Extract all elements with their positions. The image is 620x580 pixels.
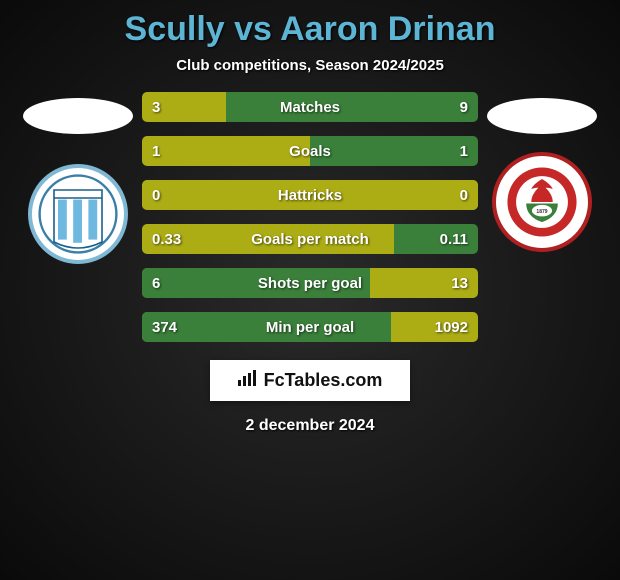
comparison-subtitle: Club competitions, Season 2024/2025 [176, 57, 444, 74]
stat-bar: 1 Goals 1 [142, 136, 478, 166]
stat-label: Min per goal [142, 319, 478, 336]
player-photo-placeholder-right [487, 98, 597, 134]
stat-label: Shots per goal [142, 275, 478, 292]
stat-label: Goals per match [142, 231, 478, 248]
infographic-date: 2 december 2024 [246, 417, 375, 435]
stat-bar: 374 Min per goal 1092 [142, 312, 478, 342]
stat-label: Hattricks [142, 187, 478, 204]
right-player-column: 1879 [482, 92, 602, 252]
left-player-column [18, 92, 138, 264]
comparison-title: Scully vs Aaron Drinan [125, 10, 496, 49]
body-row: 3 Matches 9 1 Goals 1 0 Hattricks 0 0.33… [0, 92, 620, 342]
stat-bar: 0 Hattricks 0 [142, 180, 478, 210]
brand-text: FcTables.com [264, 370, 383, 391]
stats-column: 3 Matches 9 1 Goals 1 0 Hattricks 0 0.33… [138, 92, 482, 342]
chart-icon [238, 370, 258, 391]
infographic-root: Scully vs Aaron Drinan Club competitions… [0, 0, 620, 445]
stat-label: Goals [142, 143, 478, 160]
colchester-crest-icon [38, 174, 118, 254]
swindon-crest-icon: 1879 [506, 166, 578, 238]
player-photo-placeholder-left [23, 98, 133, 134]
brand-box[interactable]: FcTables.com [210, 360, 411, 401]
team-crest-right: 1879 [492, 152, 592, 252]
stat-bar: 3 Matches 9 [142, 92, 478, 122]
stat-bar: 0.33 Goals per match 0.11 [142, 224, 478, 254]
svg-text:1879: 1879 [536, 209, 547, 215]
team-crest-left [28, 164, 128, 264]
stat-bar: 6 Shots per goal 13 [142, 268, 478, 298]
stat-label: Matches [142, 99, 478, 116]
